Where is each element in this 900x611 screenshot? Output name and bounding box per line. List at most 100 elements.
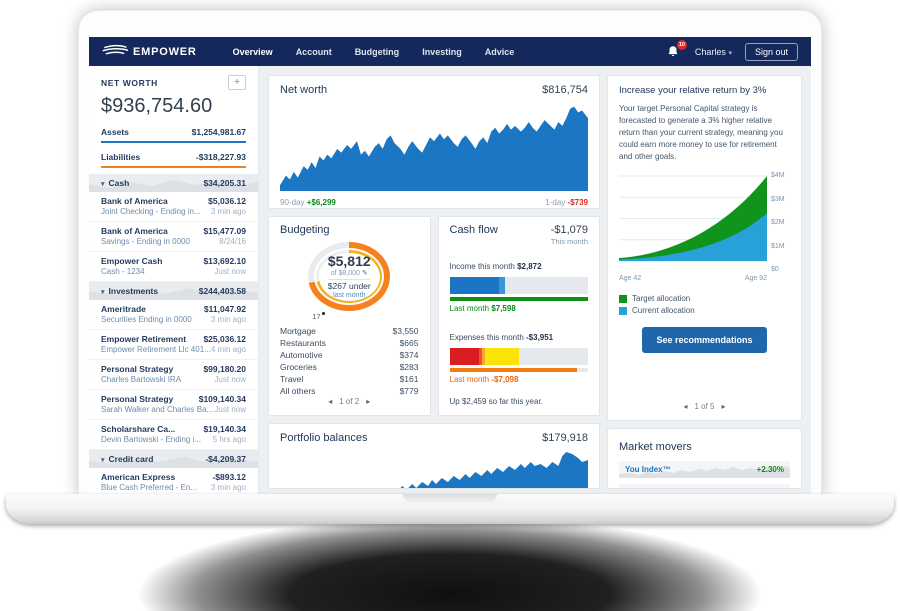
account-sub[interactable]: Charles Bartowski IRA	[101, 375, 182, 384]
advice-body-text: Your target Personal Capital strategy is…	[619, 104, 783, 161]
account-sub[interactable]: Sarah Walker and Charles Ba...	[101, 405, 214, 414]
x-tick-end: Age 92	[744, 275, 767, 282]
prev-page-icon[interactable]: ◂	[683, 402, 688, 411]
account-sub[interactable]: Blue Cash Preferred - En...	[101, 483, 198, 492]
portfolio-card-title: Portfolio balances	[280, 432, 368, 444]
brand-name: EMPOWER	[133, 45, 197, 58]
dashboard-app: EMPOWER Overview Account Budgeting Inves…	[89, 37, 811, 498]
add-account-button[interactable]: +	[228, 75, 246, 90]
net-worth-card-value: $816,754	[542, 84, 588, 96]
edit-budget-icon[interactable]: ✎	[361, 270, 368, 278]
index-name: S&P 500	[625, 488, 656, 489]
y-tick: $0	[771, 266, 779, 273]
sidebar-section-investments[interactable]: ▾ Investments $244,403.58	[89, 282, 258, 300]
budget-category-row[interactable]: Restaurants $665	[280, 337, 419, 349]
budget-category-row[interactable]: Travel $161	[280, 373, 419, 385]
nav-item-overview[interactable]: Overview	[232, 46, 273, 57]
market-row-you-index[interactable]: You Index™ +2.30%	[619, 461, 790, 478]
account-row[interactable]: Empower Cash $13,692.10 Cash - 1234 Just n…	[89, 252, 258, 282]
account-row[interactable]: Bank of America $15,477.09 Savings - Endi…	[89, 222, 258, 252]
account-sub[interactable]: Devin Bartowski - Ending i...	[101, 435, 202, 444]
assets-row[interactable]: Assets $1,254,981.67	[101, 127, 246, 143]
category-value: $779	[399, 386, 419, 396]
empower-waves-icon	[102, 43, 129, 61]
sign-out-button[interactable]: Sign out	[744, 42, 798, 61]
x-tick-start: Age 42	[619, 275, 642, 282]
laptop-base-notch	[403, 494, 497, 503]
portfolio-card-value: $179,918	[542, 432, 588, 444]
sidebar-section-cash[interactable]: ▾ Cash $34,205.31	[89, 174, 258, 192]
nav-item-account[interactable]: Account	[295, 46, 332, 57]
allocation-projection-chart: $4M $3M $2M $1M $0	[619, 171, 790, 273]
category-value: $161	[399, 374, 419, 384]
budget-category-row[interactable]: Mortgage $3,550	[280, 325, 419, 337]
nav-item-investing[interactable]: Investing	[422, 46, 462, 57]
budget-delta-period-link[interactable]: last month	[333, 291, 366, 299]
cash-flow-card-title: Cash flow	[449, 224, 498, 236]
prev-page-icon[interactable]: ◂	[328, 397, 333, 406]
account-row[interactable]: Bank of America $5,036.12 Joint Checking …	[89, 192, 258, 222]
sidebar-section-credit-card[interactable]: ▾ Credit card -$4,209.37	[89, 450, 258, 468]
see-recommendations-button[interactable]: See recommendations	[642, 327, 767, 353]
account-name: Bank of America	[101, 196, 168, 206]
nav-right: 10 Charles ▾ Sign out	[666, 39, 798, 61]
account-row[interactable]: Empower Retirement $25,036.12 Empower Ret…	[89, 330, 258, 360]
budget-category-list: Mortgage $3,550 Restaurants $665 Automotiv…	[280, 325, 419, 397]
budget-category-row[interactable]: All others $779	[280, 385, 419, 397]
nav-item-budgeting[interactable]: Budgeting	[354, 46, 400, 57]
user-menu[interactable]: Charles ▾	[695, 47, 732, 57]
account-sub[interactable]: Joint Checking - Ending in...	[101, 207, 201, 216]
budget-category-row[interactable]: Groceries $283	[280, 361, 419, 373]
chevron-down-icon: ▾	[728, 49, 732, 57]
account-name: American Express	[101, 472, 176, 482]
account-sub[interactable]: Savings - Ending in 0000	[101, 237, 190, 246]
last-month-value: $7,598	[491, 304, 516, 313]
budget-total: of $8,000 ✎	[331, 269, 368, 277]
account-sub[interactable]: Cash - 1234	[101, 267, 145, 276]
target-allocation-swatch	[619, 294, 627, 303]
account-time: 3 min ago	[210, 315, 246, 324]
next-page-icon[interactable]: ▸	[721, 402, 726, 411]
account-time: 3 min ago	[210, 207, 246, 216]
empower-logo[interactable]: EMPOWER	[102, 43, 197, 61]
account-sub[interactable]: Empower Retirement Llc 401...	[101, 345, 211, 354]
income-last-month-bar	[449, 297, 588, 301]
account-value: $11,047.92	[203, 304, 246, 314]
next-page-icon[interactable]: ▸	[366, 397, 371, 406]
account-row[interactable]: Ameritrade $11,047.92 Securities Ending i…	[89, 300, 258, 330]
net-worth-summary: NET WORTH + $936,754.60 Assets $1,254,98…	[89, 66, 258, 174]
expenses-last-month: Last month -$7,098	[450, 375, 589, 384]
budget-delta: $267 under	[327, 281, 371, 292]
budget-category-row[interactable]: Automotive $374	[280, 349, 419, 361]
account-row[interactable]: Scholarshare Ca... $19,140.34 Devin Barto…	[89, 420, 258, 450]
nav-item-advice[interactable]: Advice	[484, 46, 515, 57]
market-row-sp500[interactable]: S&P 500 +1.87%	[619, 484, 790, 489]
category-label: Travel	[280, 374, 304, 384]
cash-flow-value: -$1,079	[550, 224, 588, 236]
sparkline-chart	[619, 484, 790, 489]
category-label: Automotive	[280, 350, 323, 360]
budget-pagination: ◂ 1 of 2 ▸	[280, 397, 419, 408]
account-name: Ameritrade	[101, 304, 146, 314]
budget-donut-gauge: $5,812 of $8,000 ✎ $267 under last month…	[308, 242, 391, 321]
net-worth-card-title: Net worth	[280, 84, 328, 96]
category-label: Restaurants	[280, 338, 326, 348]
index-change: +1.87%	[757, 488, 784, 489]
marker-dot	[321, 312, 325, 315]
cash-flow-period: This month	[550, 237, 588, 246]
section-total: $34,205.31	[203, 178, 246, 188]
laptop-base	[6, 494, 894, 524]
notifications-bell-icon[interactable]: 10	[666, 39, 687, 60]
account-value: $99,180.20	[203, 364, 246, 374]
category-value: $3,550	[392, 326, 419, 336]
section-total: $244,403.58	[198, 286, 246, 296]
account-row[interactable]: Personal Strategy $109,140.34 Sarah Walke…	[89, 390, 258, 420]
account-time: Just now	[214, 405, 246, 414]
x-axis-labels: Age 42 Age 92	[619, 275, 767, 282]
liabilities-label: Liabilities	[101, 152, 141, 162]
account-row[interactable]: Personal Strategy $99,180.20 Charles Bart…	[89, 360, 258, 390]
ninety-day-change: 90-day +$6,299	[280, 198, 336, 207]
liabilities-row[interactable]: Liabilities -$318,227.93	[101, 152, 246, 168]
account-sub[interactable]: Securities Ending in 0000	[101, 315, 192, 324]
